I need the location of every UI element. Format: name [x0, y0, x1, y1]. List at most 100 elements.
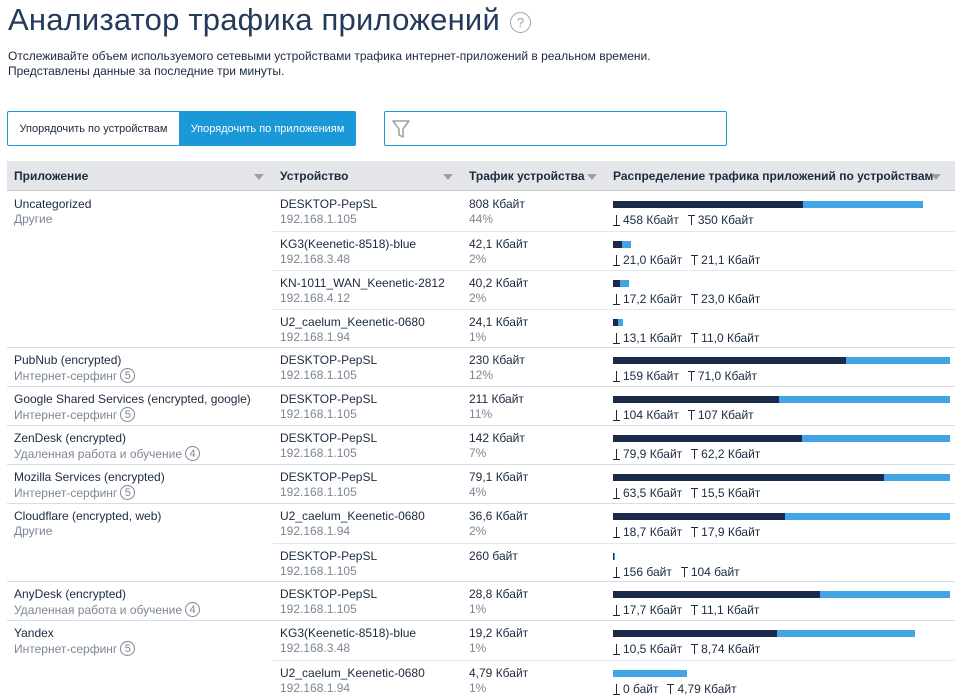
upload-arrow-icon — [691, 526, 699, 538]
device-name[interactable]: DESKTOP-PepSL — [280, 470, 378, 484]
sort-device-icon[interactable] — [443, 174, 453, 180]
device-name[interactable]: DESKTOP-PepSL — [280, 549, 378, 563]
app-category: Интернет-серфинг 5 — [14, 368, 136, 383]
app-group: Cloudflare (encrypted, web) Другие U2_cael… — [7, 504, 955, 582]
device-name[interactable]: U2_caelum_Keenetic-0680 — [280, 666, 425, 680]
page-title: Анализатор трафика приложений — [8, 2, 500, 37]
table-row: U2_caelum_Keenetic-0680 192.168.1.94 24,1 … — [273, 309, 955, 348]
upload-arrow-icon — [687, 409, 695, 421]
traffic-bar — [613, 280, 629, 287]
upload-value: 11,1 Кбайт — [701, 603, 760, 617]
upload-arrow-icon — [691, 293, 699, 305]
download-bar-segment — [613, 280, 620, 287]
app-category-label: Интернет-серфинг — [14, 368, 118, 383]
device-name[interactable]: DESKTOP-PepSL — [280, 431, 378, 445]
upload-arrow-icon — [691, 254, 699, 266]
device-traffic: 79,1 Кбайт — [469, 470, 529, 484]
sort-by-app-button[interactable]: Упорядочить по приложениям — [179, 111, 356, 146]
download-arrow-icon — [613, 293, 620, 305]
app-group: AnyDesk (encrypted) Удаленная работа и об… — [7, 582, 955, 621]
device-ip: 192.168.1.94 — [280, 330, 351, 344]
column-header-device[interactable]: Устройство — [280, 161, 348, 191]
traffic-bar — [613, 630, 915, 637]
download-value: 156 байт — [623, 565, 672, 579]
help-icon[interactable]: ? — [509, 11, 531, 33]
device-name[interactable]: KG3(Keenetic-8518)-blue — [280, 626, 417, 640]
upload-bar-segment — [618, 319, 623, 326]
download-arrow-icon — [613, 214, 620, 226]
app-group: Uncategorized Другие DESKTOP-PepSL 192.168.… — [7, 192, 955, 348]
traffic-stats: 63,5 Кбайт 15,5 Кбайт — [613, 486, 769, 500]
download-value: 159 Кбайт — [623, 369, 679, 383]
column-header-device-label: Устройство — [280, 169, 349, 183]
column-header-traffic[interactable]: Трафик устройства — [469, 161, 585, 191]
device-ip: 192.168.1.105 — [280, 446, 357, 460]
app-category-label: Другие — [14, 212, 53, 226]
description-line-2: Представлены данные за последние три мин… — [8, 64, 285, 78]
upload-bar-segment — [802, 435, 950, 442]
column-header-distribution[interactable]: Распределение трафика приложений по устр… — [613, 161, 933, 191]
device-name[interactable]: DESKTOP-PepSL — [280, 197, 378, 211]
app-category-label: Интернет-серфинг — [14, 407, 118, 422]
column-header-app[interactable]: Приложение — [14, 161, 88, 191]
description-line-1: Отслеживайте объем используемого сетевым… — [8, 49, 651, 63]
app-name: AnyDesk (encrypted) — [14, 587, 127, 601]
upload-bar-segment — [620, 280, 629, 287]
table-row: DESKTOP-PepSL 192.168.1.105 28,8 Кбайт 1% 17… — [273, 582, 955, 621]
device-ip: 192.168.1.94 — [280, 681, 351, 695]
traffic-bar — [613, 201, 923, 208]
filter-box[interactable] — [384, 111, 727, 146]
upload-bar-segment — [820, 591, 950, 598]
device-traffic: 4,79 Кбайт — [469, 666, 529, 680]
app-category-label: Удаленная работа и обучение — [14, 602, 183, 617]
sort-distribution-icon[interactable] — [931, 174, 941, 180]
sort-by-device-button[interactable]: Упорядочить по устройствам — [7, 111, 179, 146]
upload-value: 4,79 Кбайт — [677, 682, 737, 696]
download-stat: 156 байт — [613, 565, 672, 579]
upload-value: 71,0 Кбайт — [697, 369, 757, 383]
download-value: 79,9 Кбайт — [623, 447, 683, 461]
filter-input[interactable] — [415, 116, 720, 141]
device-name[interactable]: DESKTOP-PepSL — [280, 392, 378, 406]
device-name[interactable]: U2_caelum_Keenetic-0680 — [280, 315, 425, 329]
device-ip: 192.168.1.105 — [280, 564, 357, 578]
download-arrow-icon — [613, 370, 620, 382]
device-name[interactable]: U2_caelum_Keenetic-0680 — [280, 509, 425, 523]
device-name[interactable]: KG3(Keenetic-8518)-blue — [280, 237, 417, 251]
device-name[interactable]: KN-1011_WAN_Keenetic-2812 — [280, 276, 445, 290]
download-value: 0 байт — [623, 682, 659, 696]
sort-app-icon[interactable] — [254, 174, 264, 180]
table-row: U2_caelum_Keenetic-0680 192.168.1.94 4,79 … — [273, 660, 955, 698]
download-bar-segment — [613, 396, 779, 403]
traffic-bar — [613, 513, 950, 520]
device-ip: 192.168.1.105 — [280, 485, 357, 499]
upload-arrow-icon — [691, 332, 699, 344]
device-traffic: 42,1 Кбайт — [469, 237, 529, 251]
download-stat: 79,9 Кбайт — [613, 447, 682, 461]
sort-traffic-icon[interactable] — [587, 174, 597, 180]
device-name[interactable]: DESKTOP-PepSL — [280, 353, 378, 367]
upload-bar-segment — [803, 201, 923, 208]
category-count-badge: 5 — [120, 368, 136, 383]
traffic-stats: 17,2 Кбайт 23,0 Кбайт — [613, 292, 769, 306]
device-traffic: 28,8 Кбайт — [469, 587, 529, 601]
upload-stat: 8,74 Кбайт — [691, 642, 760, 656]
download-stat: 104 Кбайт — [613, 408, 679, 422]
traffic-stats: 156 байт 104 байт — [613, 565, 749, 579]
upload-stat: 4,79 Кбайт — [667, 682, 737, 696]
device-ip: 192.168.1.105 — [280, 212, 357, 226]
download-stat: 10,5 Кбайт — [613, 642, 682, 656]
traffic-stats: 17,7 Кбайт 11,1 Кбайт — [613, 603, 768, 617]
upload-bar-segment — [777, 630, 915, 637]
device-ip: 192.168.1.94 — [280, 524, 351, 538]
traffic-bar — [613, 670, 687, 677]
traffic-stats: 104 Кбайт 107 Кбайт — [613, 408, 763, 422]
traffic-percent: 2% — [469, 252, 487, 266]
table-row: KN-1011_WAN_Keenetic-2812 192.168.4.12 40,… — [273, 270, 955, 309]
upload-bar-segment — [884, 474, 950, 481]
download-stat: 13,1 Кбайт — [613, 331, 682, 345]
category-count-badge: 5 — [120, 485, 136, 500]
device-name[interactable]: DESKTOP-PepSL — [280, 587, 378, 601]
traffic-bar — [613, 591, 950, 598]
traffic-bar — [613, 435, 950, 442]
